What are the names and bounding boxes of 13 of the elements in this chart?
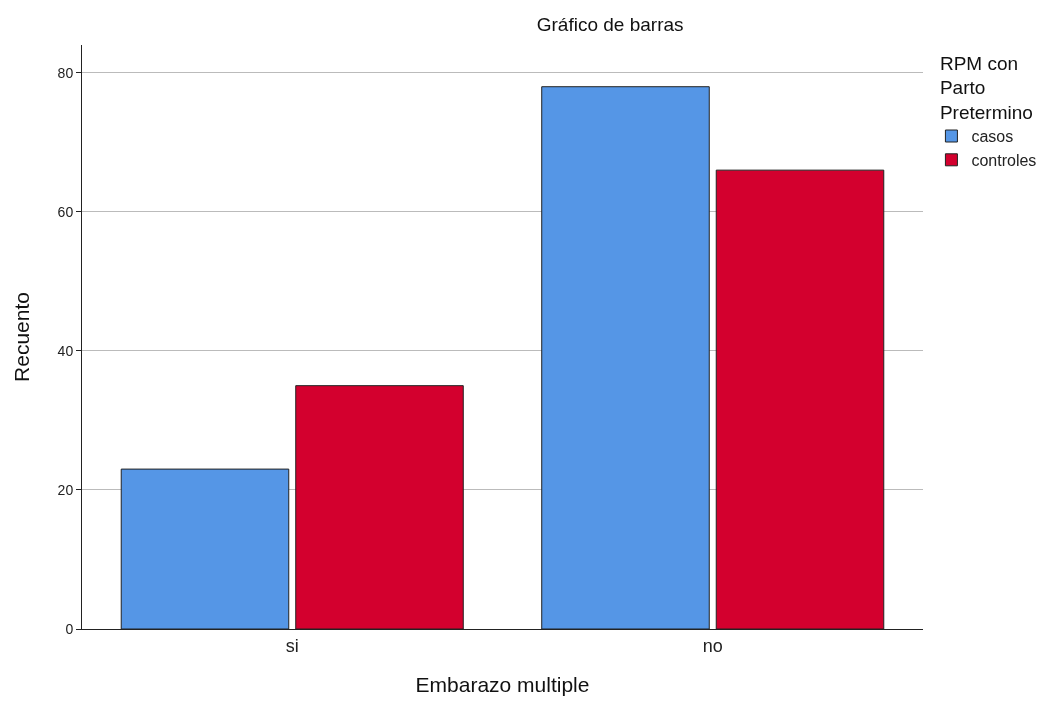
y-tick-label: 60 xyxy=(57,203,74,220)
legend-label: casos xyxy=(971,128,1014,146)
y-tick-label: 80 xyxy=(57,64,74,81)
y-tick-label: 20 xyxy=(57,481,74,498)
chart-title: Gráfico de barras xyxy=(536,14,684,36)
y-axis-title: Recuento xyxy=(9,292,33,382)
x-axis-title: Embarazo multiple xyxy=(415,672,590,696)
x-tick-label: no xyxy=(702,635,723,656)
x-tick-label: si xyxy=(285,635,299,656)
y-tick-label: 40 xyxy=(57,342,74,359)
y-tick-label: 0 xyxy=(65,620,74,637)
legend-label: controles xyxy=(971,152,1037,170)
legend-title: RPM con Parto Pretermino xyxy=(939,52,1033,124)
